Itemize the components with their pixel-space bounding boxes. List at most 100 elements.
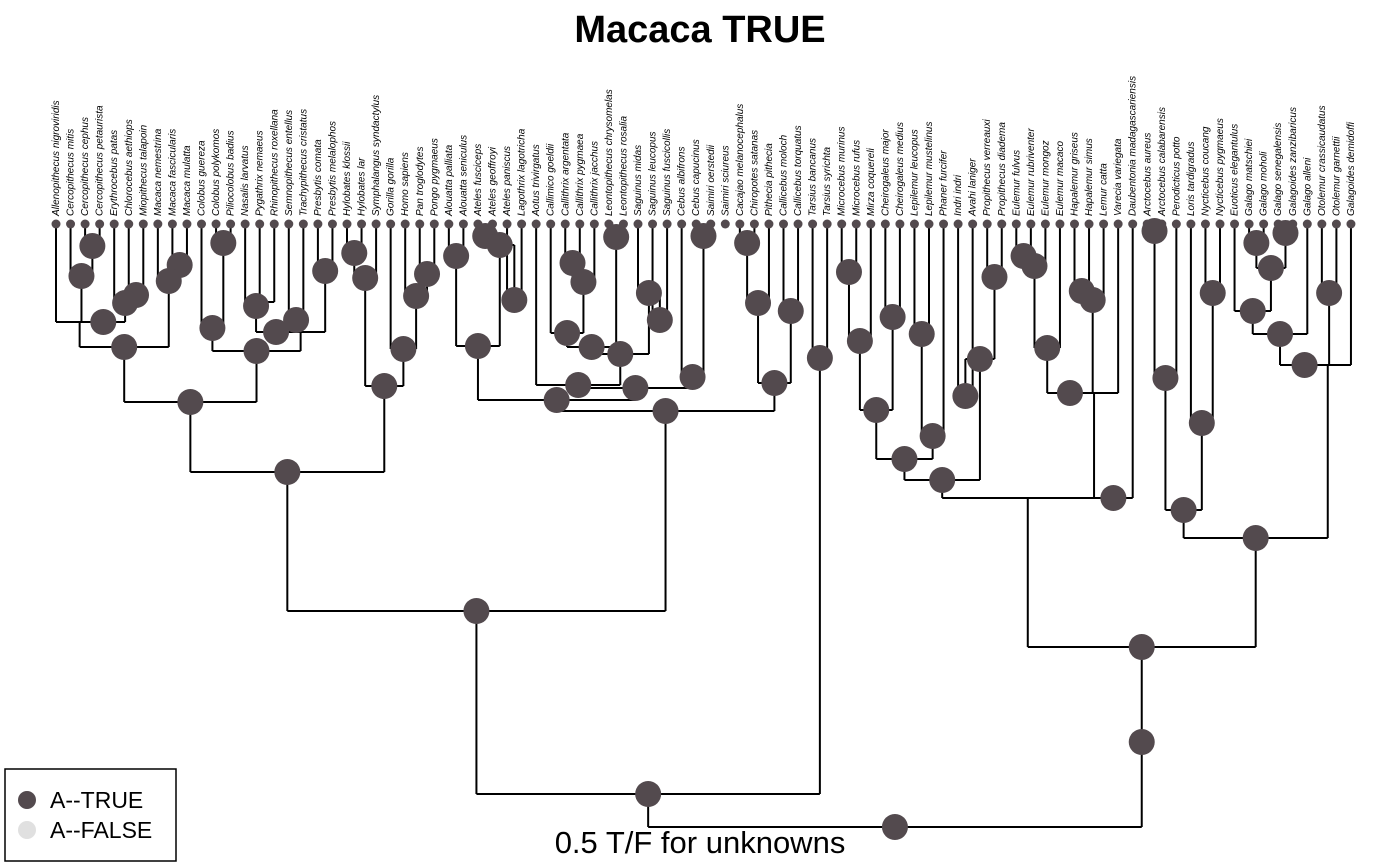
tip-label: Nycticebus pygmaeus — [1215, 118, 1226, 216]
node-state-marker — [1267, 321, 1294, 347]
tip-label: Callithrix argentata — [560, 132, 571, 216]
tip-label: Leontopithecus rosalia — [618, 115, 629, 216]
tip-label: Rhinopithecus roxellana — [269, 109, 280, 216]
tip-state-marker — [1346, 219, 1356, 229]
tip-state-marker — [124, 219, 134, 229]
node-state-marker — [390, 336, 417, 362]
tip-label: Cebus capucinus — [691, 139, 702, 216]
tip-state-marker — [1055, 219, 1065, 229]
tip-label: Pan troglodytes — [415, 147, 426, 217]
tip-state-marker — [924, 219, 934, 229]
tip-state-marker — [1070, 219, 1079, 229]
tip-label: Chiropotes satanas — [749, 130, 760, 216]
tip-state-marker — [327, 219, 337, 229]
node-state-marker — [554, 320, 581, 346]
tip-state-marker — [677, 219, 687, 229]
node-state-marker — [646, 307, 673, 333]
node-state-marker — [891, 446, 918, 472]
node-state-marker — [210, 230, 237, 256]
tip-label: Hylobates klossii — [342, 141, 353, 216]
tip-state-marker — [720, 219, 730, 229]
tree-branches — [55, 224, 1352, 828]
tip-label: Saimiri sciureus — [720, 145, 731, 216]
node-state-marker — [761, 370, 788, 396]
tip-state-marker — [560, 219, 570, 229]
tip-label: Loris tardigradus — [1186, 142, 1197, 216]
tip-state-marker — [1011, 219, 1021, 229]
node-state-marker — [908, 321, 935, 347]
tip-state-marker — [1099, 219, 1109, 229]
tip-label: Trachypithecus cristatus — [298, 109, 309, 216]
tip-label: Galago alleni — [1302, 157, 1313, 216]
node-state-marker — [501, 287, 528, 313]
tip-label: Chlorocebus aethiops — [124, 119, 135, 216]
tip-label: Macaca mulatta — [182, 145, 193, 216]
tip-state-marker — [109, 219, 119, 229]
tip-label: Pongo pygmaeus — [429, 138, 440, 216]
tip-label: Otolemur garnettii — [1331, 136, 1342, 216]
tip-label: Eulemur fulvus — [1011, 150, 1022, 216]
tip-state-marker — [342, 219, 352, 229]
tip-label: Callicebus torquatus — [793, 125, 804, 216]
tip-state-marker — [1113, 219, 1123, 229]
tip-label: Homo sapiens — [400, 152, 411, 216]
tip-label: Cercopithecus petaurista — [95, 105, 106, 216]
node-state-marker — [1079, 287, 1106, 313]
tip-state-marker — [953, 219, 963, 229]
tip-state-marker — [298, 219, 308, 229]
tip-state-marker — [1171, 219, 1181, 229]
legend-swatch-true — [18, 791, 36, 809]
node-state-marker — [745, 290, 772, 316]
tip-state-marker — [735, 219, 745, 229]
tip-state-marker — [837, 219, 847, 229]
tip-label: Saguinus fuscicollis — [662, 129, 673, 216]
node-state-marker — [463, 598, 490, 624]
tip-label: Aotus trivirgatus — [531, 144, 542, 217]
node-state-marker — [243, 338, 270, 364]
tip-label: Perodicticus potto — [1171, 136, 1182, 216]
tip-state-marker — [648, 219, 658, 229]
node-state-marker — [679, 364, 706, 390]
node-state-marker — [1170, 497, 1197, 523]
tip-label: Erythrocebus patas — [109, 130, 120, 216]
tip-label: Callicebus moloch — [779, 134, 790, 216]
node-state-marker — [486, 232, 513, 258]
tree-title: Macaca TRUE — [574, 9, 825, 51]
node-state-marker — [635, 781, 662, 807]
tip-label: Lagothrix lagotricha — [517, 128, 528, 216]
tip-label: Galago moholi — [1259, 151, 1270, 216]
tip-label: Nasalis larvatus — [240, 145, 251, 216]
tip-label: Lemur catta — [1099, 163, 1110, 216]
node-state-marker — [919, 423, 946, 449]
node-state-marker — [1034, 335, 1061, 361]
node-state-marker — [312, 258, 339, 284]
tip-state-marker — [197, 219, 206, 229]
tip-label: Callithrix pygmaea — [575, 133, 586, 216]
node-state-marker — [777, 298, 804, 324]
node-state-marker — [243, 293, 270, 319]
tip-label: Gorilla gorilla — [386, 157, 397, 216]
node-state-marker — [371, 373, 398, 399]
node-state-marker — [1128, 729, 1155, 755]
node-state-marker — [565, 372, 592, 398]
node-state-marker — [1188, 410, 1215, 436]
node-state-marker — [846, 328, 873, 354]
tip-state-marker — [517, 219, 527, 229]
node-state-marker — [1242, 525, 1269, 551]
tip-label: Colobus polykomos — [211, 129, 222, 216]
tip-state-marker — [895, 219, 905, 229]
tip-state-marker — [1200, 219, 1210, 229]
legend-box — [4, 768, 177, 862]
tip-label: Propithecus verreauxi — [982, 119, 993, 216]
node-state-marker — [283, 307, 310, 333]
tip-label: Eulemur rubriventer — [1026, 128, 1037, 216]
tip-label: Miopithecus talapoin — [138, 124, 149, 216]
tip-state-marker — [1215, 219, 1225, 229]
node-state-marker — [341, 240, 368, 266]
tip-label: Cheirogaleus medius — [895, 122, 906, 216]
node-state-marker — [464, 333, 491, 359]
tip-state-marker — [167, 219, 177, 229]
tip-state-marker — [458, 219, 468, 229]
node-state-marker — [1199, 280, 1226, 306]
tip-state-marker — [429, 219, 439, 229]
